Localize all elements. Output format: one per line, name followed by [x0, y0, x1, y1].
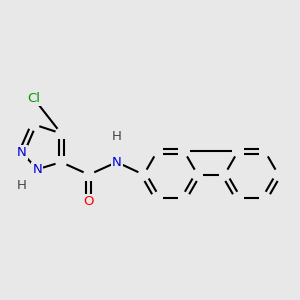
- Text: N: N: [17, 146, 26, 159]
- Text: O: O: [84, 195, 94, 208]
- Text: H: H: [17, 179, 26, 192]
- Text: H: H: [112, 130, 122, 143]
- Text: Cl: Cl: [27, 92, 40, 105]
- Text: N: N: [112, 156, 122, 169]
- Text: N: N: [32, 163, 42, 176]
